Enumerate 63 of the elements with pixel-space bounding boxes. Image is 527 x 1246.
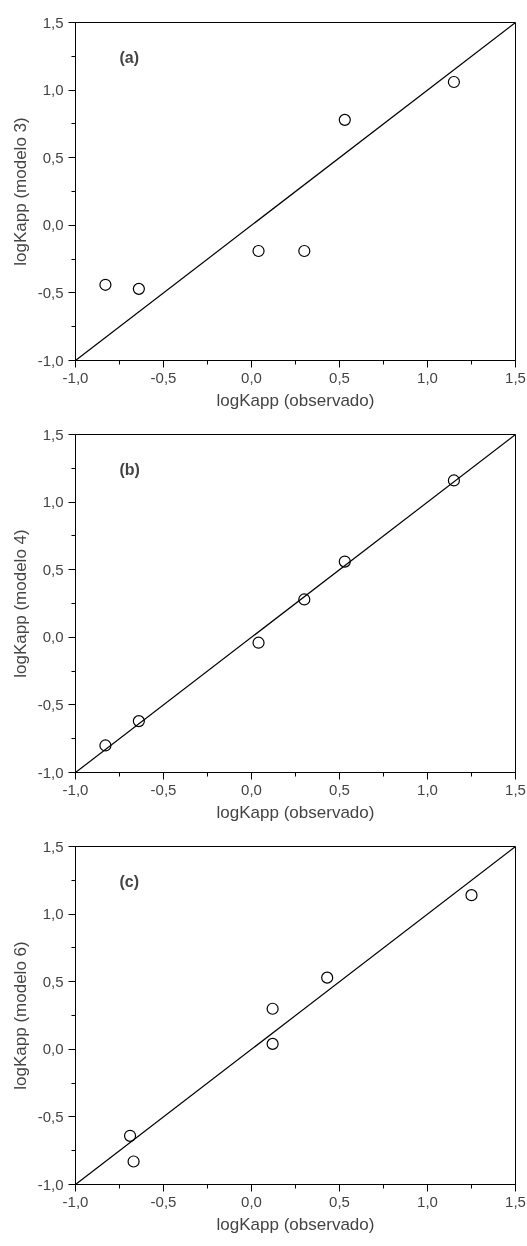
y-tick-label: 0,5 [42,560,64,578]
point [298,244,311,258]
y-tick-label: 1,0 [42,905,64,923]
y-tick-label: 1,5 [42,13,64,31]
x-tick-label: -1,0 [62,780,89,798]
y-tick-label: 0,0 [42,216,64,234]
y-tick-label: -0,5 [37,283,64,301]
annotation: (c) [119,873,140,891]
point [132,715,145,728]
y-axis-title: logKapp (modelo 3) [10,117,30,266]
y-tick-label: 1,5 [42,425,64,443]
point [465,889,478,902]
point [99,739,112,752]
x-tick-label: 1,0 [417,780,438,798]
x-tick-label: 1,5 [505,368,526,386]
y-tick-label: -1,0 [37,1175,64,1193]
y-tick-label: 1,5 [42,837,64,855]
y-tick-label: 1,0 [42,493,64,511]
y-tick-label: -1,0 [37,351,64,369]
point [447,474,460,487]
x-axis-title: logKapp (observado) [216,802,375,822]
point [321,971,334,984]
y-tick-label: 0,0 [42,628,64,646]
x-tick-label: 1,0 [417,368,438,386]
y-tick-label: 0,0 [42,1040,64,1058]
point [252,636,265,649]
point [99,278,112,291]
y-tick-label: 1,0 [42,81,64,99]
point [127,1155,140,1168]
x-tick-label: 0,0 [241,780,262,798]
x-axis-title: logKapp (observado) [216,390,375,410]
x-tick-label: 1,5 [505,780,526,798]
x-tick-label: 1,5 [505,1192,526,1210]
point [447,75,460,89]
x-tick-label: 0,0 [241,368,262,386]
x-tick-label: -0,5 [150,368,177,386]
x-axis-title: logKapp (observado) [216,1214,375,1234]
y-axis-title: logKapp (modelo 4) [10,529,30,678]
point [338,113,351,126]
annotation: (b) [119,461,140,479]
x-tick-label: -1,0 [62,1192,89,1210]
x-tick-label: -0,5 [150,1192,177,1210]
point [338,555,351,568]
x-tick-label: 1,0 [417,1192,438,1210]
point [266,1002,279,1015]
y-tick-label: -0,5 [37,695,64,713]
point [252,244,265,258]
annotation: (a) [119,49,140,67]
x-tick-label: -1,0 [62,368,89,386]
y-tick-label: 0,5 [42,972,64,990]
x-tick-label: -0,5 [150,780,177,798]
point [266,1037,279,1050]
point [298,593,311,606]
x-tick-label: 0,5 [329,780,350,798]
y-tick-label: -0,5 [37,1107,64,1125]
x-tick-label: 0,0 [241,1192,262,1210]
y-axis-title: logKapp (modelo 6) [10,941,30,1090]
y-tick-label: 0,5 [42,148,64,166]
point [123,1129,137,1142]
y-tick-label: -1,0 [37,763,64,781]
point [132,282,145,295]
x-tick-label: 0,5 [329,1192,350,1210]
x-tick-label: 0,5 [329,368,350,386]
